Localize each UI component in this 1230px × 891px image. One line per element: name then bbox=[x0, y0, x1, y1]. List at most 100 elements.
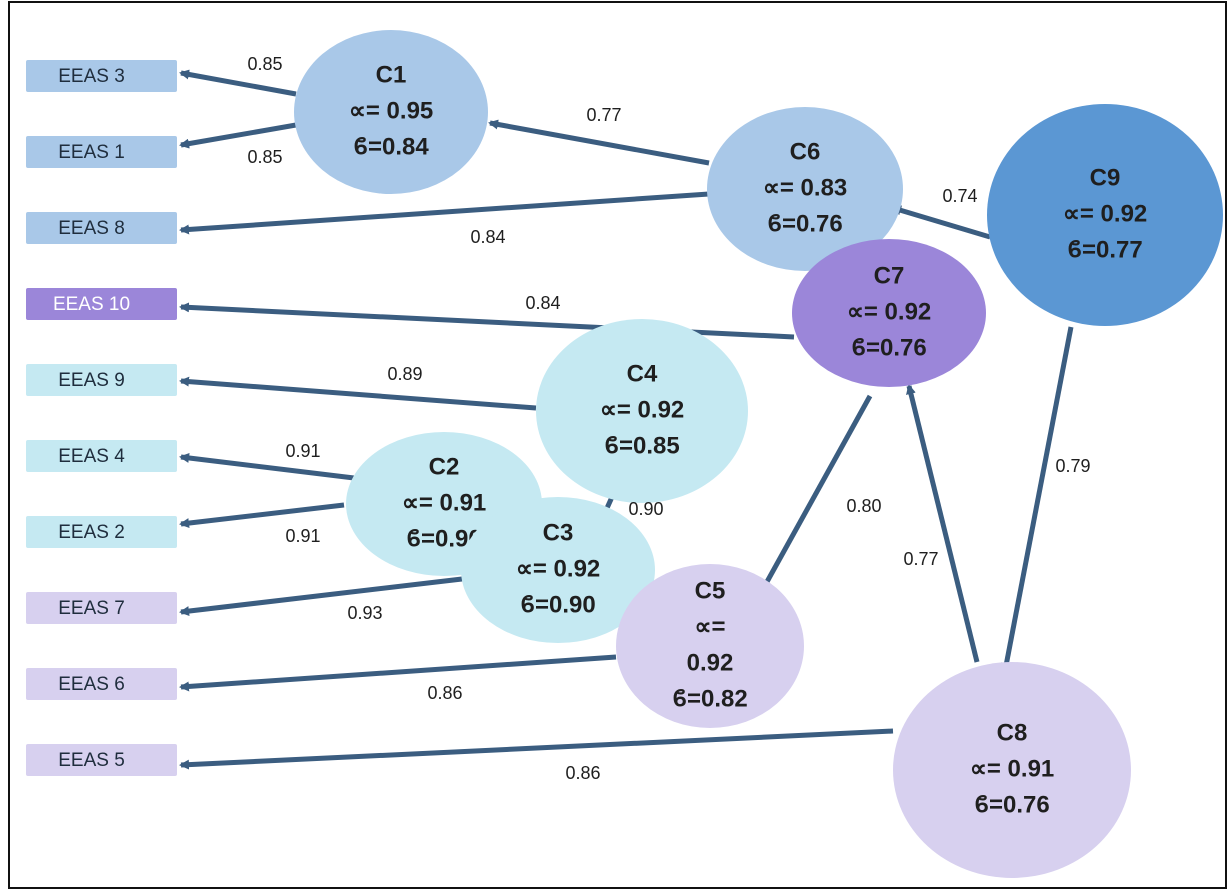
edge-label: 0.84 bbox=[525, 293, 560, 313]
construct-ellipse bbox=[987, 104, 1223, 326]
constructs-layer: C1 ∝= 0.95 ϐ=0.84 C6 ∝= 0.83 ϐ=0.76 C9 ∝= 0.92 ϐ… bbox=[294, 30, 1223, 878]
indicator-box bbox=[26, 668, 177, 700]
construct-text-line: C3 bbox=[543, 519, 574, 546]
construct-ellipse bbox=[536, 319, 748, 503]
indicator-eeas-7: EEAS 7 bbox=[26, 592, 177, 624]
arrow-c3-to-i7 bbox=[179, 576, 463, 617]
edge-label: 0.90 bbox=[628, 499, 663, 519]
indicator-label: EEAS 1 bbox=[58, 142, 125, 163]
construct-c3: C3 ∝= 0.92 ϐ=0.90 bbox=[461, 497, 655, 643]
construct-ellipse bbox=[792, 239, 986, 387]
construct-text-line: ϐ=0.82 bbox=[672, 685, 747, 712]
indicator-eeas-3: EEAS 3 bbox=[26, 60, 177, 92]
indicator-box bbox=[26, 592, 177, 624]
arrow-c6-to-i8 bbox=[179, 191, 710, 235]
edge-label: 0.77 bbox=[586, 105, 621, 125]
construct-c6: C6 ∝= 0.83 ϐ=0.76 bbox=[707, 107, 903, 271]
indicator-box bbox=[26, 440, 177, 472]
arrow-c1-to-i3 bbox=[179, 69, 297, 97]
edge-label: 0.91 bbox=[285, 441, 320, 461]
construct-text-line: ∝= 0.83 bbox=[763, 174, 848, 201]
construct-text-line: ∝= 0.92 bbox=[847, 298, 932, 325]
construct-text-line: 0.92 bbox=[687, 649, 734, 676]
indicator-label: EEAS 10 bbox=[53, 294, 130, 315]
indicator-box bbox=[26, 136, 177, 168]
edge-label: 0.84 bbox=[470, 227, 505, 247]
construct-text-line: ∝= 0.92 bbox=[516, 555, 601, 582]
construct-ellipse bbox=[461, 497, 655, 643]
construct-text-line: ∝= bbox=[694, 613, 725, 640]
construct-text-line: ϐ=0.90 bbox=[520, 591, 595, 618]
indicator-box bbox=[26, 288, 177, 320]
edge-label: 0.85 bbox=[247, 54, 282, 74]
indicator-box bbox=[26, 516, 177, 548]
arrow-c4-to-i9 bbox=[179, 376, 537, 411]
construct-c9: C9 ∝= 0.92 ϐ=0.77 bbox=[987, 104, 1223, 326]
edge-label: 0.86 bbox=[565, 763, 600, 783]
arrow-c1-to-i1 bbox=[179, 122, 297, 149]
construct-text-line: C7 bbox=[874, 262, 905, 289]
indicator-box bbox=[26, 744, 177, 776]
indicator-eeas-9: EEAS 9 bbox=[26, 364, 177, 396]
construct-text-line: C2 bbox=[429, 453, 460, 480]
construct-c7: C7 ∝= 0.92 ϐ=0.76 bbox=[792, 239, 986, 387]
arrow-c9-to-c6 bbox=[891, 205, 991, 240]
edge-label: 0.86 bbox=[427, 683, 462, 703]
indicator-eeas-2: EEAS 2 bbox=[26, 516, 177, 548]
construct-text-line: C1 bbox=[376, 61, 407, 88]
construct-text-line: ∝= 0.95 bbox=[349, 97, 434, 124]
arrow-c5-to-i6 bbox=[179, 654, 617, 692]
indicator-box bbox=[26, 212, 177, 244]
edge-label: 0.79 bbox=[1055, 456, 1090, 476]
arrow-c8-to-i5 bbox=[179, 728, 894, 770]
arrow-c9-to-c8 bbox=[1001, 326, 1074, 673]
construct-ellipse bbox=[294, 30, 488, 194]
indicator-label: EEAS 7 bbox=[58, 598, 125, 619]
edge-label: 0.74 bbox=[942, 186, 977, 206]
construct-text-line: ϐ=0.76 bbox=[974, 791, 1049, 818]
construct-c8: C8 ∝= 0.91 ϐ=0.76 bbox=[893, 662, 1131, 878]
edge-label: 0.77 bbox=[903, 549, 938, 569]
construct-ellipse bbox=[893, 662, 1131, 878]
construct-text-line: ϐ=0.85 bbox=[604, 432, 679, 459]
indicator-eeas-5: EEAS 5 bbox=[26, 744, 177, 776]
indicator-eeas-6: EEAS 6 bbox=[26, 668, 177, 700]
arrow-c7-to-c5 bbox=[755, 394, 873, 600]
construct-text-line: ϐ=0.76 bbox=[851, 334, 926, 361]
indicator-label: EEAS 6 bbox=[58, 674, 125, 695]
construct-text-line: C9 bbox=[1090, 164, 1121, 191]
construct-text-line: ϐ=0.84 bbox=[353, 133, 429, 160]
arrow-c6-to-c1 bbox=[488, 119, 710, 166]
indicator-eeas-1: EEAS 1 bbox=[26, 136, 177, 168]
indicator-label: EEAS 9 bbox=[58, 370, 125, 391]
indicator-box bbox=[26, 60, 177, 92]
arrow-c8-to-c7 bbox=[906, 384, 980, 663]
construct-text-line: ∝= 0.92 bbox=[1063, 200, 1148, 227]
construct-text-line: ∝= 0.91 bbox=[970, 755, 1055, 782]
construct-ellipse bbox=[616, 564, 804, 728]
indicator-box bbox=[26, 364, 177, 396]
indicator-label: EEAS 5 bbox=[58, 750, 125, 771]
construct-text-line: ∝= 0.92 bbox=[600, 396, 685, 423]
indicator-eeas-4: EEAS 4 bbox=[26, 440, 177, 472]
indicator-label: EEAS 3 bbox=[58, 66, 125, 87]
construct-text-line: C5 bbox=[695, 577, 726, 604]
edge-labels-layer: 0.85 0.85 0.77 0.84 0.74 0.84 0.89 0.91 0.91 0.90… bbox=[247, 54, 1090, 783]
construct-text-line: C8 bbox=[997, 719, 1028, 746]
construct-text-line: C4 bbox=[627, 360, 658, 387]
construct-text-line: ∝= 0.91 bbox=[402, 489, 487, 516]
indicator-eeas-10: EEAS 10 bbox=[26, 288, 177, 320]
edge-label: 0.89 bbox=[387, 364, 422, 384]
construct-c1: C1 ∝= 0.95 ϐ=0.84 bbox=[294, 30, 488, 194]
indicator-label: EEAS 8 bbox=[58, 218, 125, 239]
construct-text-line: C6 bbox=[790, 138, 821, 165]
construct-ellipse bbox=[707, 107, 903, 271]
construct-c4: C4 ∝= 0.92 ϐ=0.85 bbox=[536, 319, 748, 503]
arrow-c2-to-i4 bbox=[179, 453, 355, 481]
edge-label: 0.80 bbox=[846, 496, 881, 516]
indicator-label: EEAS 4 bbox=[58, 446, 125, 467]
arrow-c2-to-i2 bbox=[179, 502, 345, 529]
indicators-layer: EEAS 3 EEAS 1 EEAS 8 EEAS 10 EEAS 9 EEAS 4 EEA… bbox=[26, 60, 177, 776]
